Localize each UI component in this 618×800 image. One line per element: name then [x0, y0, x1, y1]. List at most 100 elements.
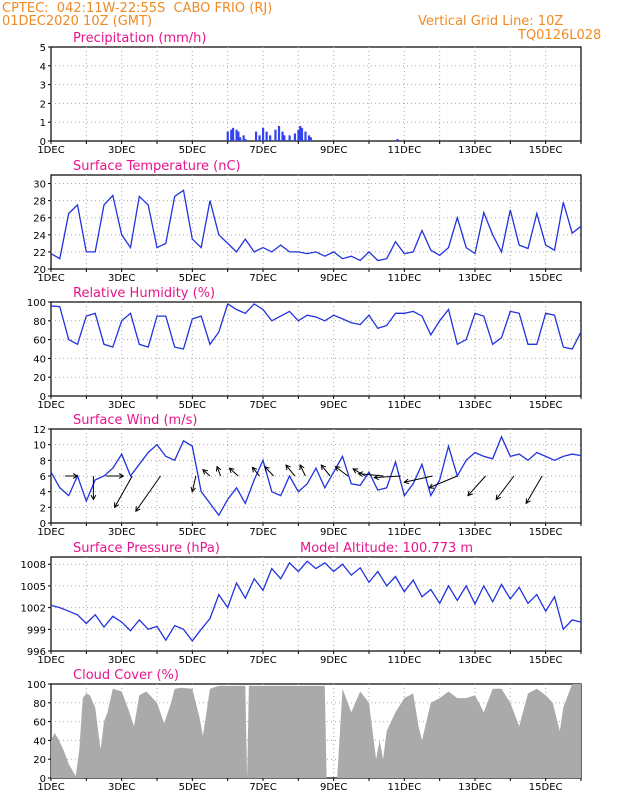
wind-arrow-head	[373, 474, 380, 481]
precip-bar	[396, 139, 399, 141]
temp-ytick-label: 24	[33, 231, 46, 242]
grid-line-info: Vertical Grid Line: 10Z	[418, 14, 564, 29]
precip-bar	[281, 131, 284, 141]
temp-xtick-label: 1DEC	[37, 273, 64, 284]
wind-xtick-label: 1DEC	[37, 527, 64, 538]
pressure-xtick-label: 9DEC	[320, 655, 347, 666]
wind-xtick-label: 3DEC	[108, 527, 135, 538]
precip-ytick-label: 1	[40, 118, 46, 129]
pressure-xtick-label: 7DEC	[249, 655, 276, 666]
precip-ytick-label: 3	[40, 81, 46, 92]
wind-xtick-label: 15DEC	[529, 527, 563, 538]
precip-bar	[299, 125, 302, 141]
temp-ytick-label: 30	[33, 180, 46, 191]
precip-bar	[274, 129, 277, 141]
precip-bar	[309, 137, 312, 141]
precip-bar	[300, 127, 304, 141]
precip-bar	[262, 127, 265, 141]
rh-ytick-label: 0	[40, 392, 46, 403]
pressure-xtick-label: 3DEC	[108, 655, 135, 666]
cloud-xtick-label: 5DEC	[179, 782, 206, 793]
rh-xtick-label: 11DEC	[387, 400, 421, 411]
wind-arrow-head	[228, 467, 235, 474]
temp-xtick-label: 9DEC	[320, 273, 347, 284]
wind-ytick-label: 8	[40, 456, 46, 467]
precip-bar	[231, 127, 235, 141]
wind-series-line	[50, 435, 582, 517]
wind-arrow	[320, 464, 331, 477]
precip-bar	[258, 135, 261, 141]
wind-arrow	[202, 469, 211, 477]
wind-arrow-head	[357, 471, 364, 477]
temp-title: Surface Temperature (nC)	[73, 159, 241, 174]
wind-arrow	[135, 475, 161, 512]
temp-series-line	[50, 189, 582, 262]
wind-arrow	[114, 475, 133, 508]
precip-bar	[226, 131, 229, 141]
temp-xtick-label: 11DEC	[387, 273, 421, 284]
rh-xtick-label: 15DEC	[529, 400, 563, 411]
temp-frame	[50, 174, 582, 270]
wind-arrow-head	[285, 464, 291, 471]
cloud-ytick-label: 60	[33, 718, 46, 729]
wind-ytick-label: 0	[40, 519, 46, 530]
temp-xtick-label: 5DEC	[179, 273, 206, 284]
precip-bar	[244, 139, 247, 141]
wind-arrow-head	[264, 465, 270, 472]
wind-arrow	[285, 464, 296, 477]
cloud-xtick-label: 1DEC	[37, 782, 64, 793]
wind-arrow	[191, 475, 197, 492]
precip-bar	[269, 135, 272, 141]
model-code: TQ0126L028	[518, 28, 602, 43]
wind-title: Surface Wind (m/s)	[73, 413, 197, 428]
rh-xtick-label: 5DEC	[179, 400, 206, 411]
precip-ytick-label: 5	[40, 43, 46, 54]
wind-arrow-head	[190, 486, 196, 493]
wind-arrow	[495, 475, 515, 500]
wind-ytick-label: 6	[40, 472, 46, 483]
wind-arrow-head	[114, 502, 120, 509]
wind-arrow	[467, 475, 486, 496]
precip-bar	[277, 125, 281, 141]
pressure-xtick-label: 1DEC	[37, 655, 64, 666]
cloud-ytick-label: 80	[33, 699, 46, 710]
wind-arrow-head	[118, 473, 125, 479]
wind-arrow	[525, 475, 543, 504]
precip-xtick-label: 5DEC	[179, 145, 206, 156]
pressure-series-line	[50, 560, 582, 642]
wind-arrow	[229, 467, 239, 477]
pressure-annotation: Model Altitude: 100.773 m	[300, 541, 473, 556]
precip-xtick-label: 1DEC	[37, 145, 64, 156]
temp-ytick-label: 28	[33, 197, 46, 208]
wind-arrow-head	[334, 465, 341, 472]
wind-xtick-label: 11DEC	[387, 527, 421, 538]
wind-arrow-head	[215, 465, 222, 472]
precip-bar	[288, 135, 291, 141]
wind-xtick-label: 5DEC	[179, 527, 206, 538]
precip-xtick-label: 3DEC	[108, 145, 135, 156]
wind-arrow-head	[72, 473, 79, 479]
cloud-ytick-label: 40	[33, 736, 46, 747]
wind-xtick-label: 9DEC	[320, 527, 347, 538]
rh-ytick-label: 100	[27, 298, 46, 309]
cloud-xtick-label: 13DEC	[458, 782, 492, 793]
pressure-ytick-label: 999	[27, 625, 46, 636]
precip-ytick-label: 2	[40, 99, 46, 110]
precip-bar	[283, 135, 286, 141]
precip-bar	[254, 131, 258, 141]
precip-bar	[242, 135, 245, 141]
precip-bar	[265, 131, 268, 141]
precip-ytick-label: 4	[40, 62, 46, 73]
wind-arrow	[335, 466, 349, 477]
temp-xtick-label: 15DEC	[529, 273, 563, 284]
pressure-xtick-label: 15DEC	[529, 655, 563, 666]
cloud-ytick-label: 20	[33, 755, 46, 766]
wind-arrow	[428, 475, 458, 489]
rh-xtick-label: 9DEC	[320, 400, 347, 411]
wind-arrow	[216, 466, 222, 477]
wind-arrow	[299, 464, 306, 477]
precip-bar	[237, 131, 240, 141]
wind-arrow-head	[428, 483, 435, 489]
wind-arrow-head	[299, 464, 305, 471]
cloud-xtick-label: 3DEC	[108, 782, 135, 793]
